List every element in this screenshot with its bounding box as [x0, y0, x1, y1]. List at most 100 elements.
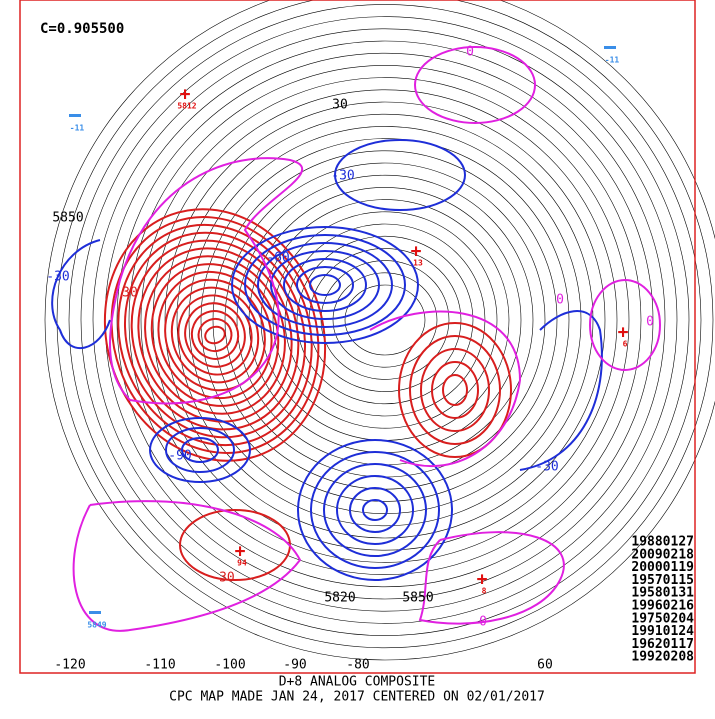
positive-anomaly [130, 239, 300, 431]
height-contour [344, 284, 426, 356]
contour-label: 5850 [52, 211, 83, 226]
positive-anomaly [398, 322, 512, 458]
height-contour [320, 260, 450, 380]
contour-label: 30 [122, 286, 138, 301]
analog-date: 19570115 [631, 573, 694, 588]
contour-label: -90 [168, 449, 191, 464]
positive-anomaly [409, 335, 501, 445]
contour-label: 5820 [324, 591, 355, 606]
contour-label: -60 [266, 251, 289, 266]
contour-label: -30 [331, 169, 354, 184]
negative-anomaly [165, 427, 235, 473]
zero-contour [418, 531, 565, 625]
low-marker [604, 46, 616, 49]
analog-date: 19880127 [631, 535, 694, 550]
negative-anomaly [362, 499, 388, 521]
zero-contour [109, 157, 304, 405]
positive-anomaly [184, 302, 246, 368]
positive-anomaly [431, 361, 479, 419]
height-contour [80, 16, 690, 624]
high-marker: + [618, 322, 629, 343]
contour-label: 0 [466, 45, 474, 60]
negative-anomaly [519, 310, 603, 471]
low-value: -11 [70, 124, 85, 133]
positive-anomaly [420, 348, 490, 432]
negative-anomaly [270, 250, 380, 320]
negative-anomaly [323, 463, 427, 557]
negative-anomaly [297, 439, 453, 581]
positive-anomaly [150, 263, 280, 407]
longitude-label: 60 [537, 658, 553, 673]
low-marker [69, 114, 81, 117]
correlation: C=0.905500 [40, 21, 124, 37]
negative-anomaly [257, 242, 393, 328]
analog-date: 19910124 [631, 624, 694, 639]
zero-contour [72, 500, 302, 632]
negative-anomaly [336, 475, 414, 545]
high-value: 6 [623, 340, 628, 349]
positive-anomaly [170, 286, 260, 384]
negative-anomaly [309, 274, 341, 296]
contour-label: 0 [646, 315, 654, 330]
contour-label: -30 [46, 270, 69, 285]
contour-label: -30 [211, 571, 234, 586]
negative-anomaly [149, 417, 251, 483]
longitude-label: -90 [283, 658, 306, 673]
analog-date: 19750204 [631, 611, 694, 626]
high-marker: + [180, 84, 191, 105]
height-contour [272, 211, 498, 429]
negative-anomaly [296, 266, 354, 304]
negative-anomaly [283, 258, 367, 312]
low-value: -11 [605, 56, 620, 65]
contour-label: 0 [556, 293, 564, 308]
contour-label: 0 [479, 615, 487, 630]
low-value: 5849 [87, 621, 106, 630]
height-contour [116, 52, 654, 588]
longitude-label: -100 [214, 658, 245, 673]
negative-anomaly [181, 437, 219, 463]
footer-title: D+8 ANALOG COMPOSITE [279, 675, 436, 690]
height-contour [176, 113, 594, 527]
negative-anomaly [231, 226, 419, 344]
negative-anomaly [349, 487, 401, 533]
analog-date: 19920208 [631, 650, 694, 665]
positive-anomaly [157, 270, 273, 400]
high-value: 13 [413, 259, 423, 268]
analog-date: 19960216 [631, 599, 694, 614]
positive-anomaly [177, 294, 253, 376]
positive-anomaly [190, 310, 240, 360]
height-contour [56, 0, 714, 649]
zero-contour [414, 46, 536, 124]
footer-subtitle: CPC MAP MADE JAN 24, 2017 CENTERED ON 02… [169, 690, 545, 705]
high-marker: + [477, 569, 488, 590]
analog-date: 19620117 [631, 637, 694, 652]
longitude-label: -110 [144, 658, 175, 673]
negative-anomaly [244, 234, 406, 336]
zero-contour [369, 310, 522, 468]
height-contour [128, 65, 642, 575]
map-frame [19, 0, 696, 674]
height-contour [44, 0, 715, 661]
contour-label: -30 [535, 460, 558, 475]
analog-date: 19580131 [631, 586, 694, 601]
height-contour [200, 138, 570, 502]
height-contour [92, 28, 678, 612]
positive-anomaly [204, 325, 226, 345]
high-marker: + [411, 241, 422, 262]
contours [44, 0, 715, 661]
longitude-label: -80 [346, 658, 369, 673]
zero-contour [589, 279, 661, 371]
high-value: 94 [237, 559, 247, 568]
contour-label: 5850 [402, 591, 433, 606]
high-value: 8 [482, 587, 487, 596]
analog-date: 20090218 [631, 547, 694, 562]
longitude-label: -120 [54, 658, 85, 673]
positive-anomaly [442, 374, 468, 406]
analog-date: 20000119 [631, 560, 694, 575]
negative-anomaly [51, 239, 111, 350]
positive-anomaly [197, 317, 233, 353]
height-contour [296, 235, 474, 405]
height-contour [68, 4, 702, 636]
